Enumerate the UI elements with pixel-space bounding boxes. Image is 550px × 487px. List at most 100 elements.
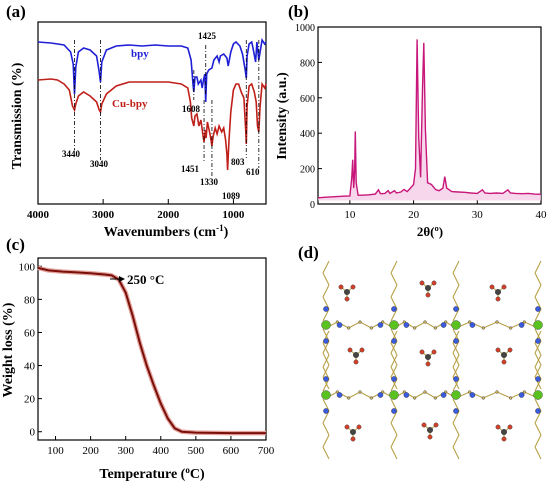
nitrogen-atom: [453, 376, 459, 382]
bond: [322, 354, 330, 368]
panel-c-x-tick-label: 400: [153, 445, 170, 457]
panel-c-ylabel: Weight loss (%): [1, 302, 16, 397]
bond: [390, 308, 398, 322]
anion-center-atom: [495, 289, 502, 296]
bond: [322, 422, 330, 436]
bond: [534, 340, 542, 354]
bond: [534, 260, 542, 274]
bond: [390, 410, 398, 424]
bond: [348, 391, 361, 399]
panel-c-series: [37, 265, 266, 436]
bond: [452, 284, 460, 298]
oxygen-atom: [359, 347, 365, 353]
crystal-structure-image: [321, 260, 543, 460]
carbon-atom: [369, 396, 373, 400]
carbon-atom: [347, 396, 351, 400]
nitrogen-atom: [469, 392, 476, 398]
bond: [534, 296, 542, 310]
nitrogen-atom: [453, 338, 459, 344]
oxygen-atom: [350, 436, 356, 442]
oxygen-atom: [419, 349, 425, 355]
bond: [534, 410, 542, 424]
nitrogen-atom: [391, 408, 397, 414]
oxygen-atom: [495, 296, 501, 302]
panel-b-xlabel: 2θ(º): [417, 224, 443, 239]
panel-c-x-tick-label: 500: [188, 445, 205, 457]
oxygen-atom: [433, 422, 439, 428]
nitrogen-atom: [336, 392, 343, 398]
anion-center-atom: [353, 352, 360, 359]
bond: [390, 364, 398, 378]
annotation-1330: 1330: [200, 177, 219, 187]
panel-b-x-tick-label: 40: [536, 209, 548, 221]
bond: [452, 272, 460, 286]
carbon-atom: [522, 320, 526, 324]
panel-c-y-tick-label: 80: [24, 294, 36, 306]
bond: [322, 328, 330, 342]
bond: [483, 391, 498, 399]
oxygen-atom: [347, 347, 353, 353]
carbon-atom: [495, 320, 499, 324]
nitrogen-atom: [403, 322, 410, 328]
panel-c-ticks: 100 200 300 400 500 600 700 0 20 40 60 80 100: [19, 261, 275, 457]
bond: [322, 352, 330, 366]
bond: [390, 328, 398, 342]
carbon-atom: [481, 396, 485, 400]
panel-c-x-tick-label: 700: [258, 445, 275, 457]
bond: [452, 366, 460, 380]
bond: [322, 434, 330, 448]
nitrogen-atom: [453, 408, 459, 414]
panel-a-frame: [37, 21, 267, 205]
panel-b-x-tick-label: 10: [344, 209, 356, 221]
bond: [322, 378, 330, 392]
bond: [322, 308, 330, 322]
bond: [359, 391, 372, 399]
panel-b-y-tick-label: 800: [300, 58, 315, 69]
bond: [452, 422, 460, 436]
annotation-1089: 1089: [222, 191, 241, 201]
nitrogen-atom: [518, 392, 525, 398]
oxygen-atom: [489, 284, 495, 290]
oxygen-atom: [501, 436, 507, 442]
panel-c-x-tick-label: 300: [117, 445, 134, 457]
nitrogen-atom: [440, 322, 447, 328]
anion-center-atom: [427, 427, 434, 434]
panel-c-series-halo: [37, 265, 266, 436]
copper-atom: [533, 390, 543, 400]
panel-c-xlabel: Temperature (oC): [99, 465, 205, 482]
annotation-1451: 1451: [181, 164, 200, 174]
panel-a-x-ticks: 4000 3000 2000 1000: [27, 199, 245, 221]
bond: [534, 378, 542, 392]
bond: [534, 422, 542, 436]
oxygen-atom: [427, 434, 433, 440]
panel-b-x-tick-label: 30: [472, 209, 484, 221]
bond: [534, 366, 542, 380]
bond: [390, 352, 398, 366]
oxygen-atom: [344, 296, 350, 302]
oxygen-atom: [344, 424, 350, 430]
bond: [452, 364, 460, 378]
nitrogen-atom: [535, 306, 541, 312]
bond: [483, 321, 498, 329]
bond: [322, 364, 330, 378]
carbon-atom: [347, 326, 351, 330]
bond: [534, 272, 542, 286]
carbon-atom: [358, 390, 362, 394]
oxygen-atom: [338, 284, 344, 290]
carbon-atom: [369, 326, 373, 330]
panel-d-label: (d): [298, 243, 319, 262]
nitrogen-atom: [469, 322, 476, 328]
panel-a-x-tick-label: 3000: [92, 209, 115, 221]
bond: [452, 342, 460, 356]
oxygen-atom: [350, 284, 356, 290]
panel-a-legend-cu-bpy: Cu-bpy: [112, 98, 148, 110]
anion-center-atom: [425, 285, 432, 292]
panel-b-series-line: [317, 39, 542, 199]
bond: [322, 260, 330, 274]
panel-b-series: [317, 39, 542, 201]
bond: [359, 321, 372, 329]
panel-a-peak-guides: [74, 40, 260, 176]
carbon-atom: [509, 396, 513, 400]
panel-a-series-line-bpy: [37, 37, 267, 103]
panel-d: (d): [298, 243, 543, 460]
